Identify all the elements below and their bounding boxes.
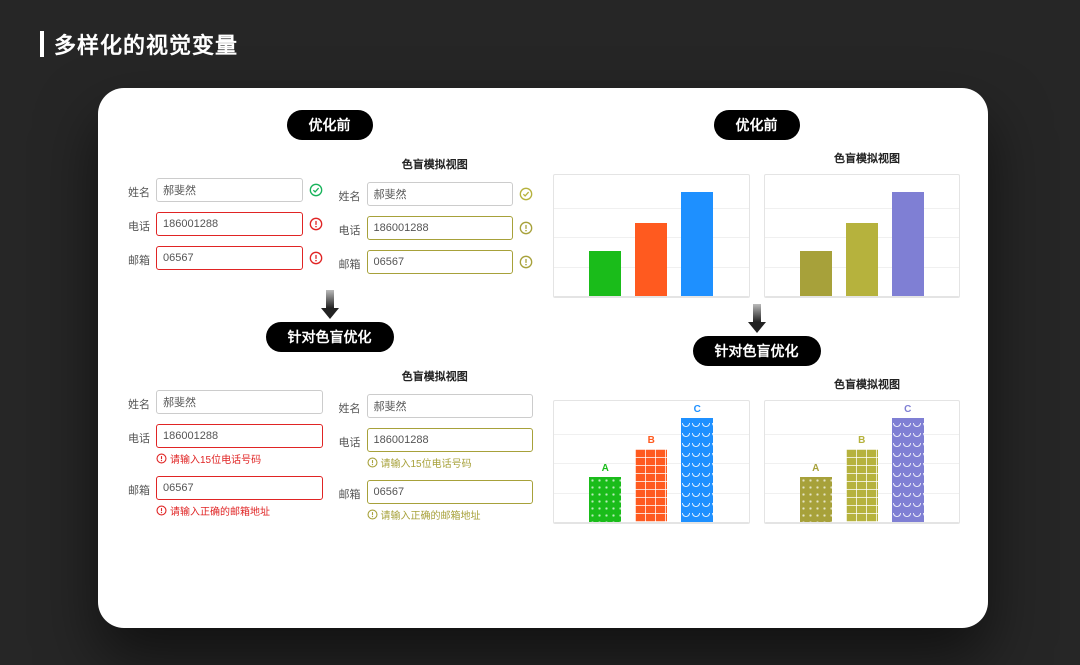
chart-bar (635, 223, 667, 296)
chart-bar: B (635, 449, 667, 522)
chart-after-normal: ABC (553, 400, 750, 524)
input-phone[interactable] (367, 428, 534, 452)
subheader-simview: 色盲模拟视图 (553, 376, 960, 392)
subheader-simview: 色盲模拟视图 (337, 156, 534, 172)
title-rule (40, 31, 44, 57)
alert-icon (309, 251, 323, 265)
input-name[interactable] (156, 178, 303, 202)
form-after-normal: 姓名 电话 请输入15位电话号码 (126, 358, 323, 532)
help-phone: 请输入15位电话号码 (367, 455, 534, 470)
alert-icon (309, 217, 323, 231)
page-title: 多样化的视觉变量 (54, 28, 238, 60)
chart-bar (589, 251, 621, 296)
input-email[interactable] (367, 250, 514, 274)
chart-bar: A (800, 477, 832, 522)
check-icon (309, 183, 323, 197)
input-phone[interactable] (156, 212, 303, 236)
badge-optimized-right: 针对色盲优化 (693, 336, 821, 366)
row-email: 邮箱 请输入正确的邮箱地址 (126, 476, 323, 518)
forms-after-pair: 姓名 电话 请输入15位电话号码 (126, 358, 533, 532)
arrow-down-icon (553, 304, 960, 334)
row-phone: 电话 (337, 216, 534, 240)
alert-icon (519, 255, 533, 269)
input-email[interactable] (367, 480, 534, 504)
bar-label: A (800, 463, 832, 474)
bar-label: B (846, 435, 878, 446)
chart-after-cb: ABC (764, 400, 961, 524)
chart-bar (892, 192, 924, 296)
chart-bar (846, 223, 878, 296)
forms-before-pair: 姓名 电话 邮箱 (126, 146, 533, 284)
subheader-simview: 色盲模拟视图 (337, 368, 534, 384)
form-before-cb: 色盲模拟视图 姓名 电话 (337, 146, 534, 284)
input-phone[interactable] (156, 424, 323, 448)
chart-bar: A (589, 477, 621, 522)
row-phone: 电话 (126, 212, 323, 236)
label-name: 姓名 (126, 178, 156, 200)
label-phone: 电话 (126, 212, 156, 234)
label-email: 邮箱 (126, 246, 156, 268)
form-after-cb: 色盲模拟视图 姓名 电话 请输入15位电话号码 (337, 358, 534, 532)
input-email[interactable] (156, 246, 303, 270)
charts-after-pair: ABC ABC (553, 400, 960, 524)
chart-bar: C (681, 418, 713, 522)
row-email: 邮箱 (126, 246, 323, 270)
help-email: 请输入正确的邮箱地址 (156, 503, 323, 518)
badge-before-left: 优化前 (287, 110, 373, 140)
row-email: 邮箱 请输入正确的邮箱地址 (337, 480, 534, 522)
alert-icon (519, 221, 533, 235)
help-email: 请输入正确的邮箱地址 (367, 507, 534, 522)
chart-bar: C (892, 418, 924, 522)
badge-optimized-left: 针对色盲优化 (266, 322, 394, 352)
chart-bar (681, 192, 713, 296)
form-before-normal: 姓名 电话 邮箱 (126, 146, 323, 284)
help-phone: 请输入15位电话号码 (156, 451, 323, 466)
chart-before-normal (553, 174, 750, 298)
input-phone[interactable] (367, 216, 514, 240)
page-title-bar: 多样化的视觉变量 (40, 28, 238, 60)
bar-label: C (681, 404, 713, 415)
row-phone: 电话 请输入15位电话号码 (337, 428, 534, 470)
bar-label: A (589, 463, 621, 474)
chart-before-cb (764, 174, 961, 298)
input-name[interactable] (367, 182, 514, 206)
input-name[interactable] (367, 394, 534, 418)
input-name[interactable] (156, 390, 323, 414)
row-email: 邮箱 (337, 250, 534, 274)
row-name: 姓名 (126, 178, 323, 202)
check-icon (519, 187, 533, 201)
charts-before-pair (553, 174, 960, 298)
arrow-down-icon (126, 290, 533, 320)
content-card: 优化前 姓名 电话 (98, 88, 988, 628)
row-name: 姓名 (337, 182, 534, 206)
chart-bar: B (846, 449, 878, 522)
forms-column: 优化前 姓名 电话 (126, 110, 543, 610)
subheader-simview: 色盲模拟视图 (553, 150, 960, 166)
bar-label: C (892, 404, 924, 415)
row-name: 姓名 (126, 390, 323, 414)
chart-bar (800, 251, 832, 296)
input-email[interactable] (156, 476, 323, 500)
row-name: 姓名 (337, 394, 534, 418)
charts-column: 优化前 色盲模拟视图 针对色盲优化 色盲模拟视图 ABC ABC (543, 110, 960, 610)
badge-before-right: 优化前 (714, 110, 800, 140)
bar-label: B (635, 435, 667, 446)
row-phone: 电话 请输入15位电话号码 (126, 424, 323, 466)
